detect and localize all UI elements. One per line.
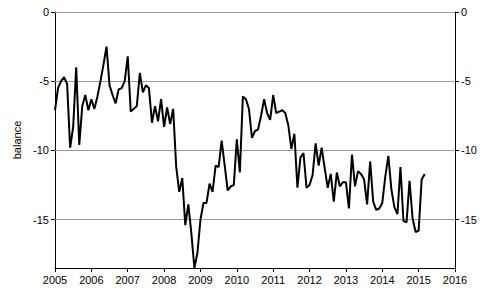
svg-text:2009: 2009 [188, 274, 212, 286]
svg-text:2005: 2005 [43, 274, 67, 286]
svg-text:-15: -15 [33, 214, 49, 226]
svg-text:balance: balance [11, 121, 23, 160]
svg-text:2015: 2015 [406, 274, 430, 286]
svg-text:2012: 2012 [297, 274, 321, 286]
svg-text:2011: 2011 [261, 274, 285, 286]
svg-text:-10: -10 [461, 144, 477, 156]
svg-text:-5: -5 [39, 75, 49, 87]
svg-text:-15: -15 [461, 214, 477, 226]
svg-text:2013: 2013 [334, 274, 358, 286]
svg-text:0: 0 [43, 6, 49, 18]
svg-text:2016: 2016 [443, 274, 467, 286]
svg-text:-10: -10 [33, 144, 49, 156]
svg-text:2006: 2006 [79, 274, 103, 286]
svg-text:0: 0 [461, 6, 467, 18]
svg-text:2008: 2008 [152, 274, 176, 286]
svg-text:-5: -5 [461, 75, 471, 87]
svg-text:2010: 2010 [225, 274, 249, 286]
svg-text:2007: 2007 [115, 274, 139, 286]
svg-text:2014: 2014 [370, 274, 394, 286]
